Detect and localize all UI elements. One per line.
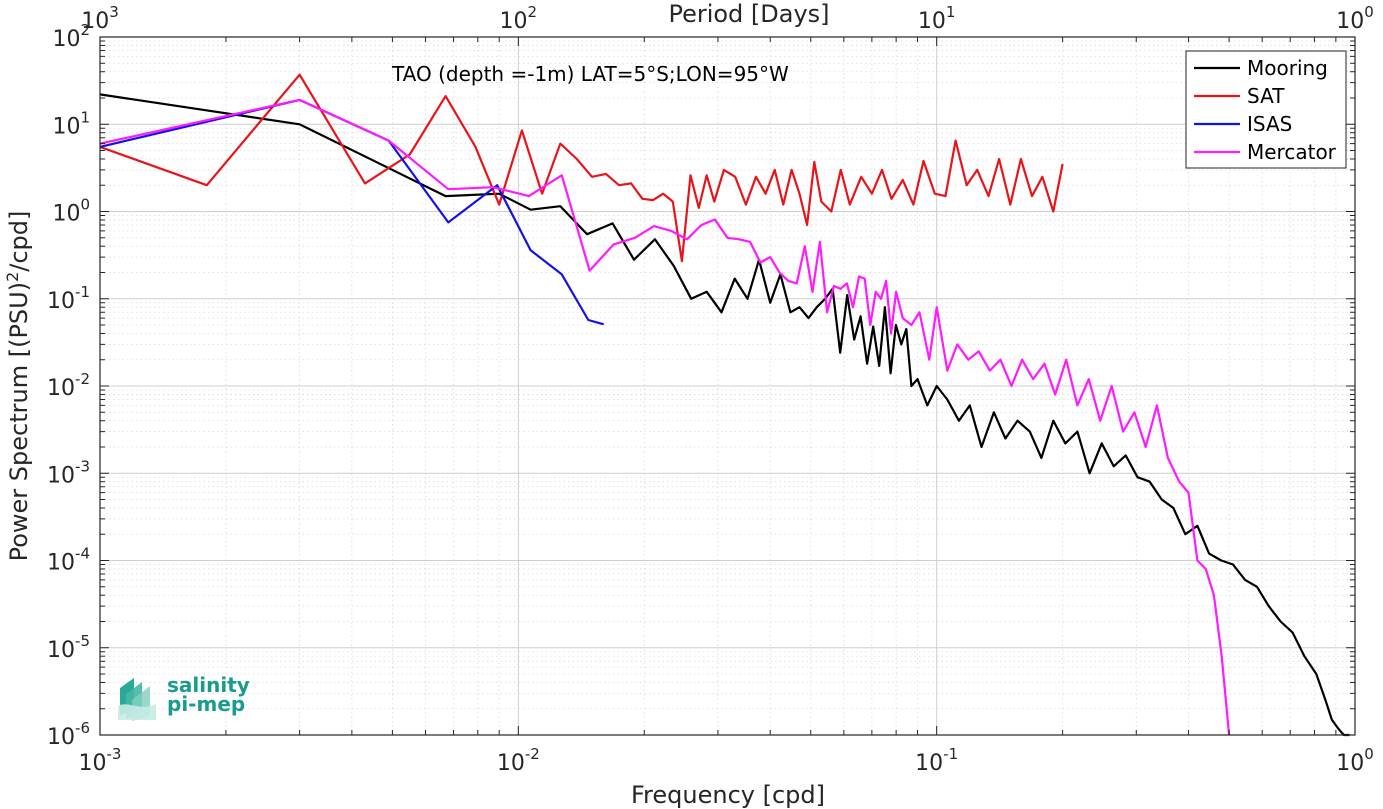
legend-label: SAT: [1247, 84, 1285, 108]
series-line-sat: [99, 73, 1064, 263]
legend-label: ISAS: [1247, 112, 1292, 136]
salinity-pi-mep-logo: salinity pi-mep: [118, 673, 250, 721]
logo-text-line1: salinity: [167, 673, 250, 697]
series-line-mooring: [99, 93, 1350, 737]
top-axis-label: Period [Days]: [668, 0, 829, 28]
x-tick-labels: 10-3 10-2 10-1 100: [79, 745, 1374, 776]
x-tick-label: 10-2: [497, 745, 540, 776]
logo-wave: [118, 704, 156, 720]
y-axis-label-tail: /cpd]: [5, 211, 33, 272]
y-tick-label: 10-2: [47, 370, 90, 401]
top-tick-label: 102: [500, 3, 538, 34]
y-tick-label: 10-3: [47, 457, 90, 488]
minor-grid: [100, 37, 1355, 735]
top-tick-label: 101: [918, 3, 956, 34]
y-tick-label: 100: [52, 196, 90, 227]
top-tick-label: 100: [1336, 3, 1374, 34]
top-tick-labels: 103 102 101 100: [81, 3, 1374, 34]
y-axis-label: Power Spectrum [(PSU)2/cpd]: [3, 211, 33, 562]
y-tick-labels: 10-6 10-5 10-4 10-3 10-2 10-1 100 101 102: [47, 21, 90, 750]
legend-box: [1185, 50, 1347, 169]
y-tick-label: 10-6: [47, 719, 90, 750]
tick-marks: [99, 36, 1356, 736]
x-tick-label: 10-3: [79, 745, 122, 776]
y-tick-label: 102: [52, 21, 90, 52]
x-tick-label: 100: [1336, 745, 1374, 776]
top-tick-label: 103: [81, 3, 119, 34]
x-tick-label: 10-1: [915, 745, 958, 776]
legend-label: Mercator: [1247, 140, 1337, 164]
y-tick-label: 10-4: [47, 545, 90, 576]
y-tick-label: 101: [52, 108, 90, 139]
x-axis-label: Frequency [cpd]: [631, 781, 825, 809]
plot-lines: [99, 73, 1350, 737]
series-line-mercator: [99, 98, 1231, 736]
y-tick-label: 10-5: [47, 632, 90, 663]
y-axis-label-main: Power Spectrum [(PSU): [5, 282, 33, 561]
chart-annotation: TAO (depth =-1m) LAT=5°S;LON=95°W: [391, 62, 789, 86]
y-tick-label: 10-1: [47, 283, 90, 314]
legend: Mooring SAT ISAS Mercator: [1185, 50, 1347, 169]
logo-text-line2: pi-mep: [167, 692, 245, 716]
y-axis-label-exponent: 2: [3, 272, 22, 282]
legend-label: Mooring: [1247, 56, 1328, 80]
